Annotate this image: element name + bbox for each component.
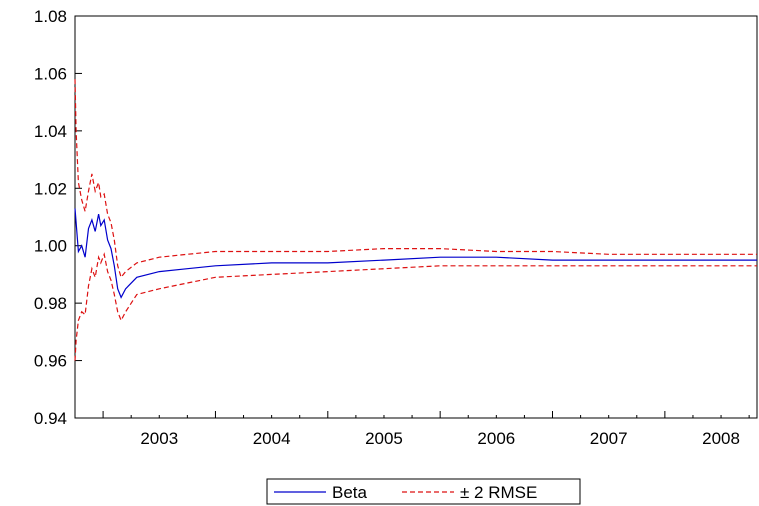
legend-label-rmse: ± 2 RMSE bbox=[460, 483, 537, 502]
x-axis: 2003 2004 2005 2006 2007 2008 bbox=[74, 411, 750, 448]
y-tick-label: 1.00 bbox=[34, 237, 67, 256]
plot-frame bbox=[74, 15, 758, 419]
y-tick-label: 0.98 bbox=[34, 294, 67, 313]
y-tick-label: 1.08 bbox=[34, 7, 67, 26]
y-tick-label: 1.02 bbox=[34, 179, 67, 198]
series-rmse-upper-line bbox=[74, 79, 757, 279]
series-lines bbox=[74, 79, 757, 361]
legend: Beta ± 2 RMSE bbox=[266, 478, 581, 505]
y-tick-label: 0.96 bbox=[34, 352, 67, 371]
series-rmse-lower-line bbox=[74, 252, 757, 361]
x-tick-label: 2004 bbox=[253, 429, 291, 448]
x-tick-label: 2003 bbox=[140, 429, 178, 448]
plot-area-border bbox=[74, 15, 758, 419]
series-beta-line bbox=[74, 208, 757, 299]
x-tick-label: 2007 bbox=[590, 429, 628, 448]
x-tick-label: 2006 bbox=[477, 429, 515, 448]
y-tick-label: 1.04 bbox=[34, 122, 67, 141]
legend-label-beta: Beta bbox=[332, 483, 368, 502]
y-tick-label: 0.94 bbox=[34, 409, 67, 428]
x-tick-label: 2005 bbox=[365, 429, 403, 448]
x-tick-label: 2008 bbox=[702, 429, 740, 448]
y-axis: 0.94 0.96 0.98 1.00 1.02 1.04 1.06 1.08 bbox=[34, 7, 82, 428]
y-tick-label: 1.06 bbox=[34, 64, 67, 83]
